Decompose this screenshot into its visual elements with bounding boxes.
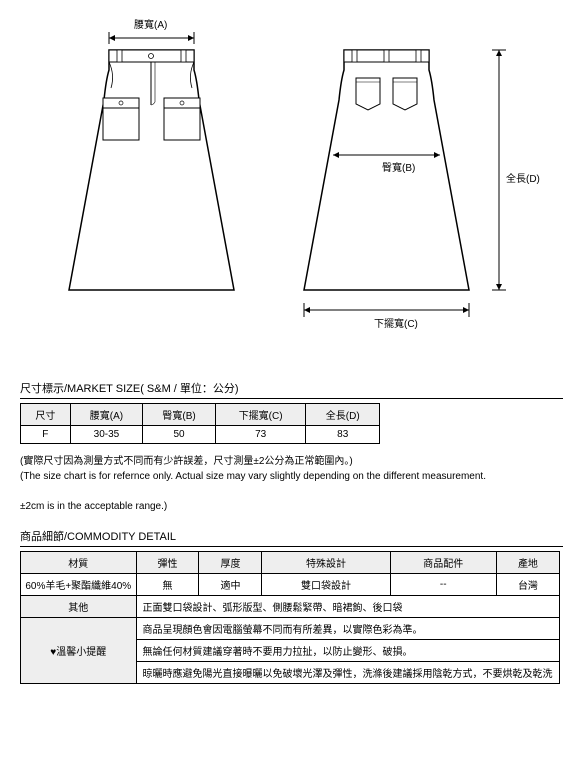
size-table: 尺寸 腰寬(A) 臀寬(B) 下擺寬(C) 全長(D) F 30-35 50 7… <box>20 403 380 444</box>
detail-cell: 雙口袋設計 <box>262 574 390 596</box>
size-cell: 83 <box>306 426 380 444</box>
other-value: 正面雙口袋設計、弧形版型、側腰鬆緊帶、暗裙鉤、後口袋 <box>136 596 559 618</box>
hip-label: 臀寬(B) <box>382 159 415 174</box>
diagram-area: 腰寬(A) <box>20 20 563 340</box>
length-label: 全長(D) <box>506 170 540 185</box>
tip-cell: 晾曬時應避免陽光直接曝曬以免破壞光澤及彈性，洗滌後建議採用陰乾方式，不要烘乾及乾… <box>136 662 559 684</box>
other-label: 其他 <box>21 596 137 618</box>
detail-cell: 無 <box>136 574 199 596</box>
size-header: 下擺寬(C) <box>215 404 306 426</box>
detail-header: 產地 <box>496 552 559 574</box>
detail-header: 特殊設計 <box>262 552 390 574</box>
table-row: 尺寸 腰寬(A) 臀寬(B) 下擺寬(C) 全長(D) <box>21 404 380 426</box>
hem-label: 下擺寬(C) <box>374 315 418 330</box>
size-header: 腰寬(A) <box>70 404 143 426</box>
size-cell: 30-35 <box>70 426 143 444</box>
tip-cell: 商品呈現顏色會因電腦螢幕不同而有所差異，以實際色彩為準。 <box>136 618 559 640</box>
detail-cell: 適中 <box>199 574 262 596</box>
size-note: (實際尺寸因為測量方式不同而有少許誤差，尺寸測量±2公分為正常範圍內。) (Th… <box>20 454 563 514</box>
size-header: 臀寬(B) <box>143 404 216 426</box>
size-cell: 73 <box>215 426 306 444</box>
size-cell: 50 <box>143 426 216 444</box>
detail-cell: 台灣 <box>496 574 559 596</box>
size-cell: F <box>21 426 71 444</box>
waist-label: 腰寬(A) <box>134 16 167 31</box>
detail-header: 彈性 <box>136 552 199 574</box>
table-row: 60%羊毛+聚酯纖維40% 無 適中 雙口袋設計 -- 台灣 <box>21 574 560 596</box>
note-en1: (The size chart is for refernce only. Ac… <box>20 469 563 484</box>
detail-header: 商品配件 <box>390 552 496 574</box>
size-header: 全長(D) <box>306 404 380 426</box>
table-row: 材質 彈性 厚度 特殊設計 商品配件 產地 <box>21 552 560 574</box>
detail-cell: -- <box>390 574 496 596</box>
size-header: 尺寸 <box>21 404 71 426</box>
table-row: 其他 正面雙口袋設計、弧形版型、側腰鬆緊帶、暗裙鉤、後口袋 <box>21 596 560 618</box>
detail-section-title: 商品細節/COMMODITY DETAIL <box>20 528 563 547</box>
detail-cell: 60%羊毛+聚酯纖維40% <box>21 574 137 596</box>
tips-label: ♥溫馨小提醒 <box>21 618 137 684</box>
table-row: F 30-35 50 73 83 <box>21 426 380 444</box>
skirt-back-diagram: 臀寬(B) 全長(D) 下擺寬(C) <box>284 20 544 340</box>
detail-header: 厚度 <box>199 552 262 574</box>
note-zh: (實際尺寸因為測量方式不同而有少許誤差，尺寸測量±2公分為正常範圍內。) <box>20 454 563 469</box>
skirt-front-diagram: 腰寬(A) <box>39 20 264 340</box>
note-en2: ±2cm is in the acceptable range.) <box>20 499 563 514</box>
tip-cell: 無論任何材質建議穿著時不要用力拉扯，以防止變形、破損。 <box>136 640 559 662</box>
detail-table: 材質 彈性 厚度 特殊設計 商品配件 產地 60%羊毛+聚酯纖維40% 無 適中… <box>20 551 560 684</box>
table-row: ♥溫馨小提醒 商品呈現顏色會因電腦螢幕不同而有所差異，以實際色彩為準。 <box>21 618 560 640</box>
detail-header: 材質 <box>21 552 137 574</box>
size-section-title: 尺寸標示/MARKET SIZE( S&M / 單位：公分) <box>20 380 563 399</box>
